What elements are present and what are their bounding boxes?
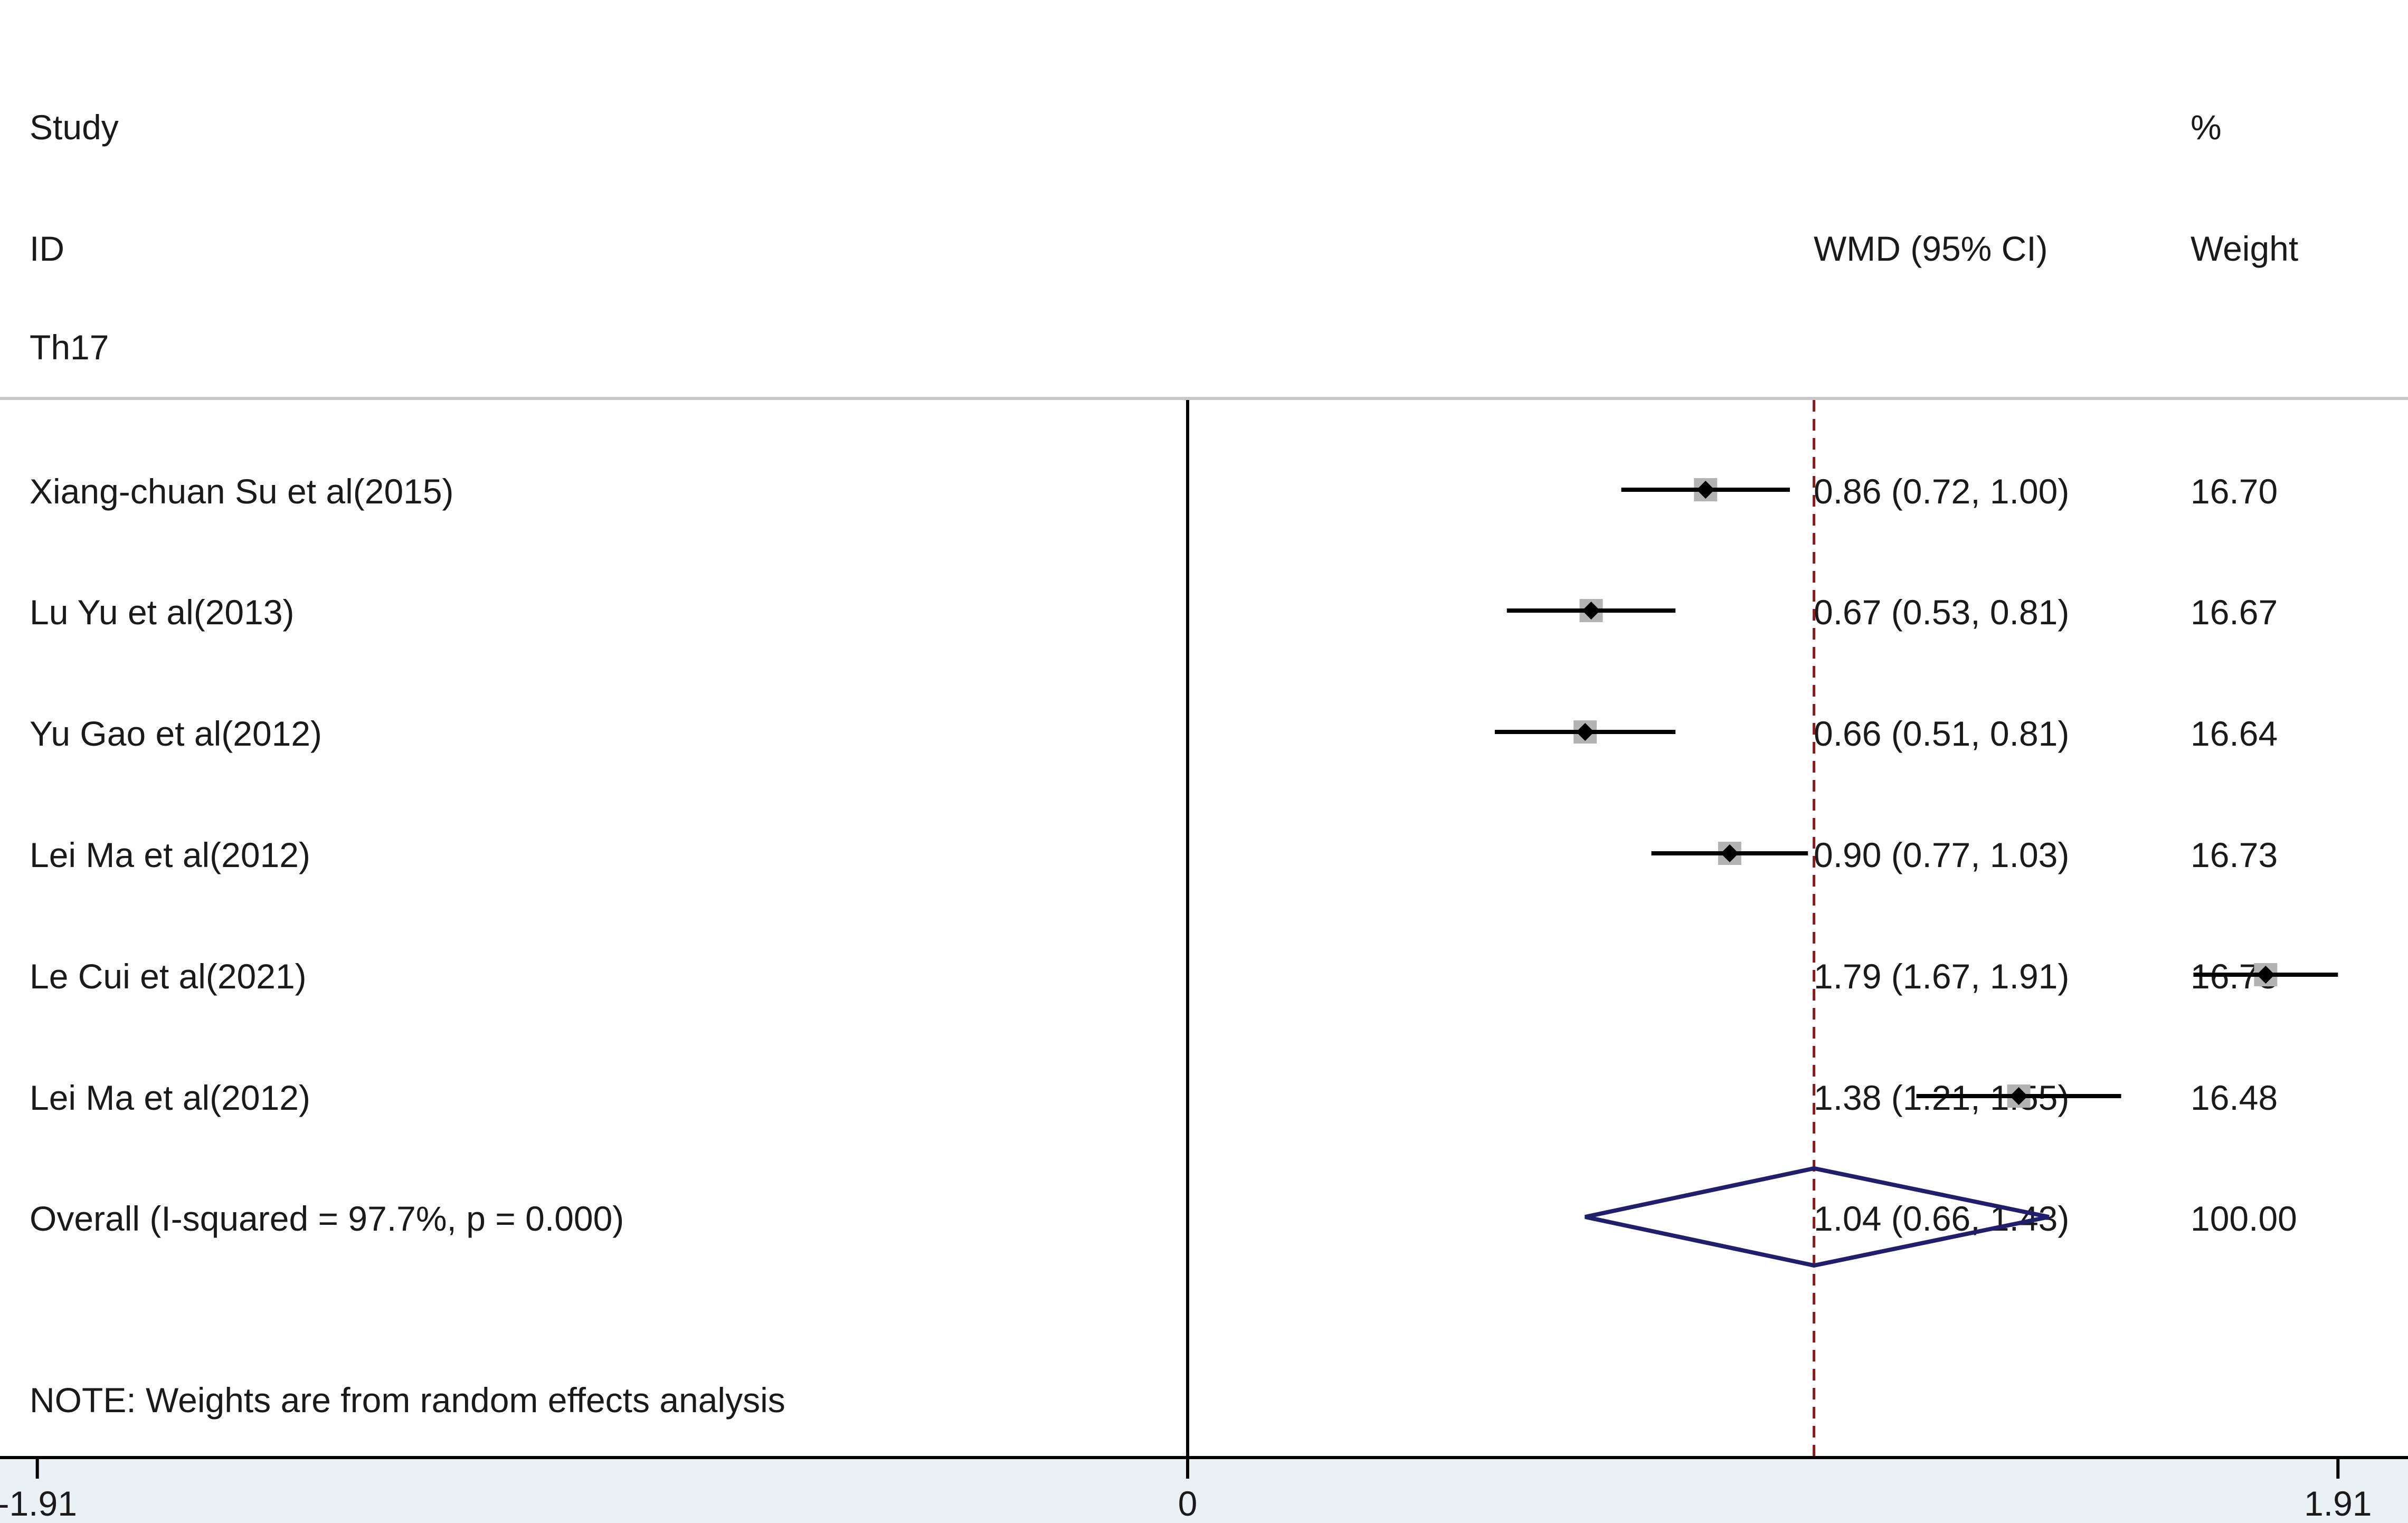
- study-weight: 16.48: [2191, 1078, 2278, 1117]
- x-tick-label: 0: [1178, 1484, 1198, 1523]
- study-label: Le Cui et al(2021): [30, 957, 307, 996]
- study-label: Lei Ma et al(2012): [30, 835, 310, 874]
- study-point-estimate: [1696, 481, 1715, 499]
- overall-weight: 100.00: [2191, 1199, 2297, 1238]
- study-point-estimate: [1582, 602, 1600, 620]
- subgroup-label: Th17: [30, 328, 109, 367]
- overall-diamond: [1585, 1166, 2050, 1268]
- study-ci: 0.67 (0.53, 0.81): [1814, 593, 2070, 632]
- study-ci: 0.90 (0.77, 1.03): [1814, 835, 2070, 874]
- study-label: Yu Gao et al(2012): [30, 714, 323, 753]
- overall-label: Overall (I-squared = 97.7%, p = 0.000): [30, 1199, 624, 1238]
- study-weight: 16.64: [2191, 714, 2278, 753]
- study-label: Lei Ma et al(2012): [30, 1078, 310, 1117]
- header-percent: %: [2191, 108, 2222, 147]
- note-text: NOTE: Weights are from random effects an…: [30, 1381, 785, 1420]
- header-id: ID: [30, 229, 64, 268]
- x-tick-label: -1.91: [0, 1484, 77, 1523]
- study-point-estimate: [2009, 1087, 2028, 1105]
- study-point-estimate: [1720, 844, 1739, 862]
- overall-ci: 1.04 (0.66, 1.43): [1814, 1199, 2070, 1238]
- study-label: Lu Yu et al(2013): [30, 593, 295, 632]
- study-point-estimate: [2257, 966, 2275, 984]
- x-tick-label: 1.91: [2304, 1484, 2372, 1523]
- header-wmd: WMD (95% CI): [1814, 229, 2048, 268]
- study-label: Xiang-chuan Su et al(2015): [30, 472, 454, 511]
- study-point-estimate: [1576, 723, 1595, 741]
- study-weight: 16.73: [2191, 835, 2278, 874]
- study-weight: 16.70: [2191, 472, 2278, 511]
- header-divider: [0, 397, 2408, 400]
- study-ci: 0.86 (0.72, 1.00): [1814, 472, 2070, 511]
- header-weight: Weight: [2191, 229, 2299, 268]
- study-ci: 0.66 (0.51, 0.81): [1814, 714, 2070, 753]
- header-study: Study: [30, 108, 119, 147]
- study-weight: 16.67: [2191, 593, 2278, 632]
- axis-band: [0, 1458, 2408, 1523]
- study-ci: 1.79 (1.67, 1.91): [1814, 957, 2070, 996]
